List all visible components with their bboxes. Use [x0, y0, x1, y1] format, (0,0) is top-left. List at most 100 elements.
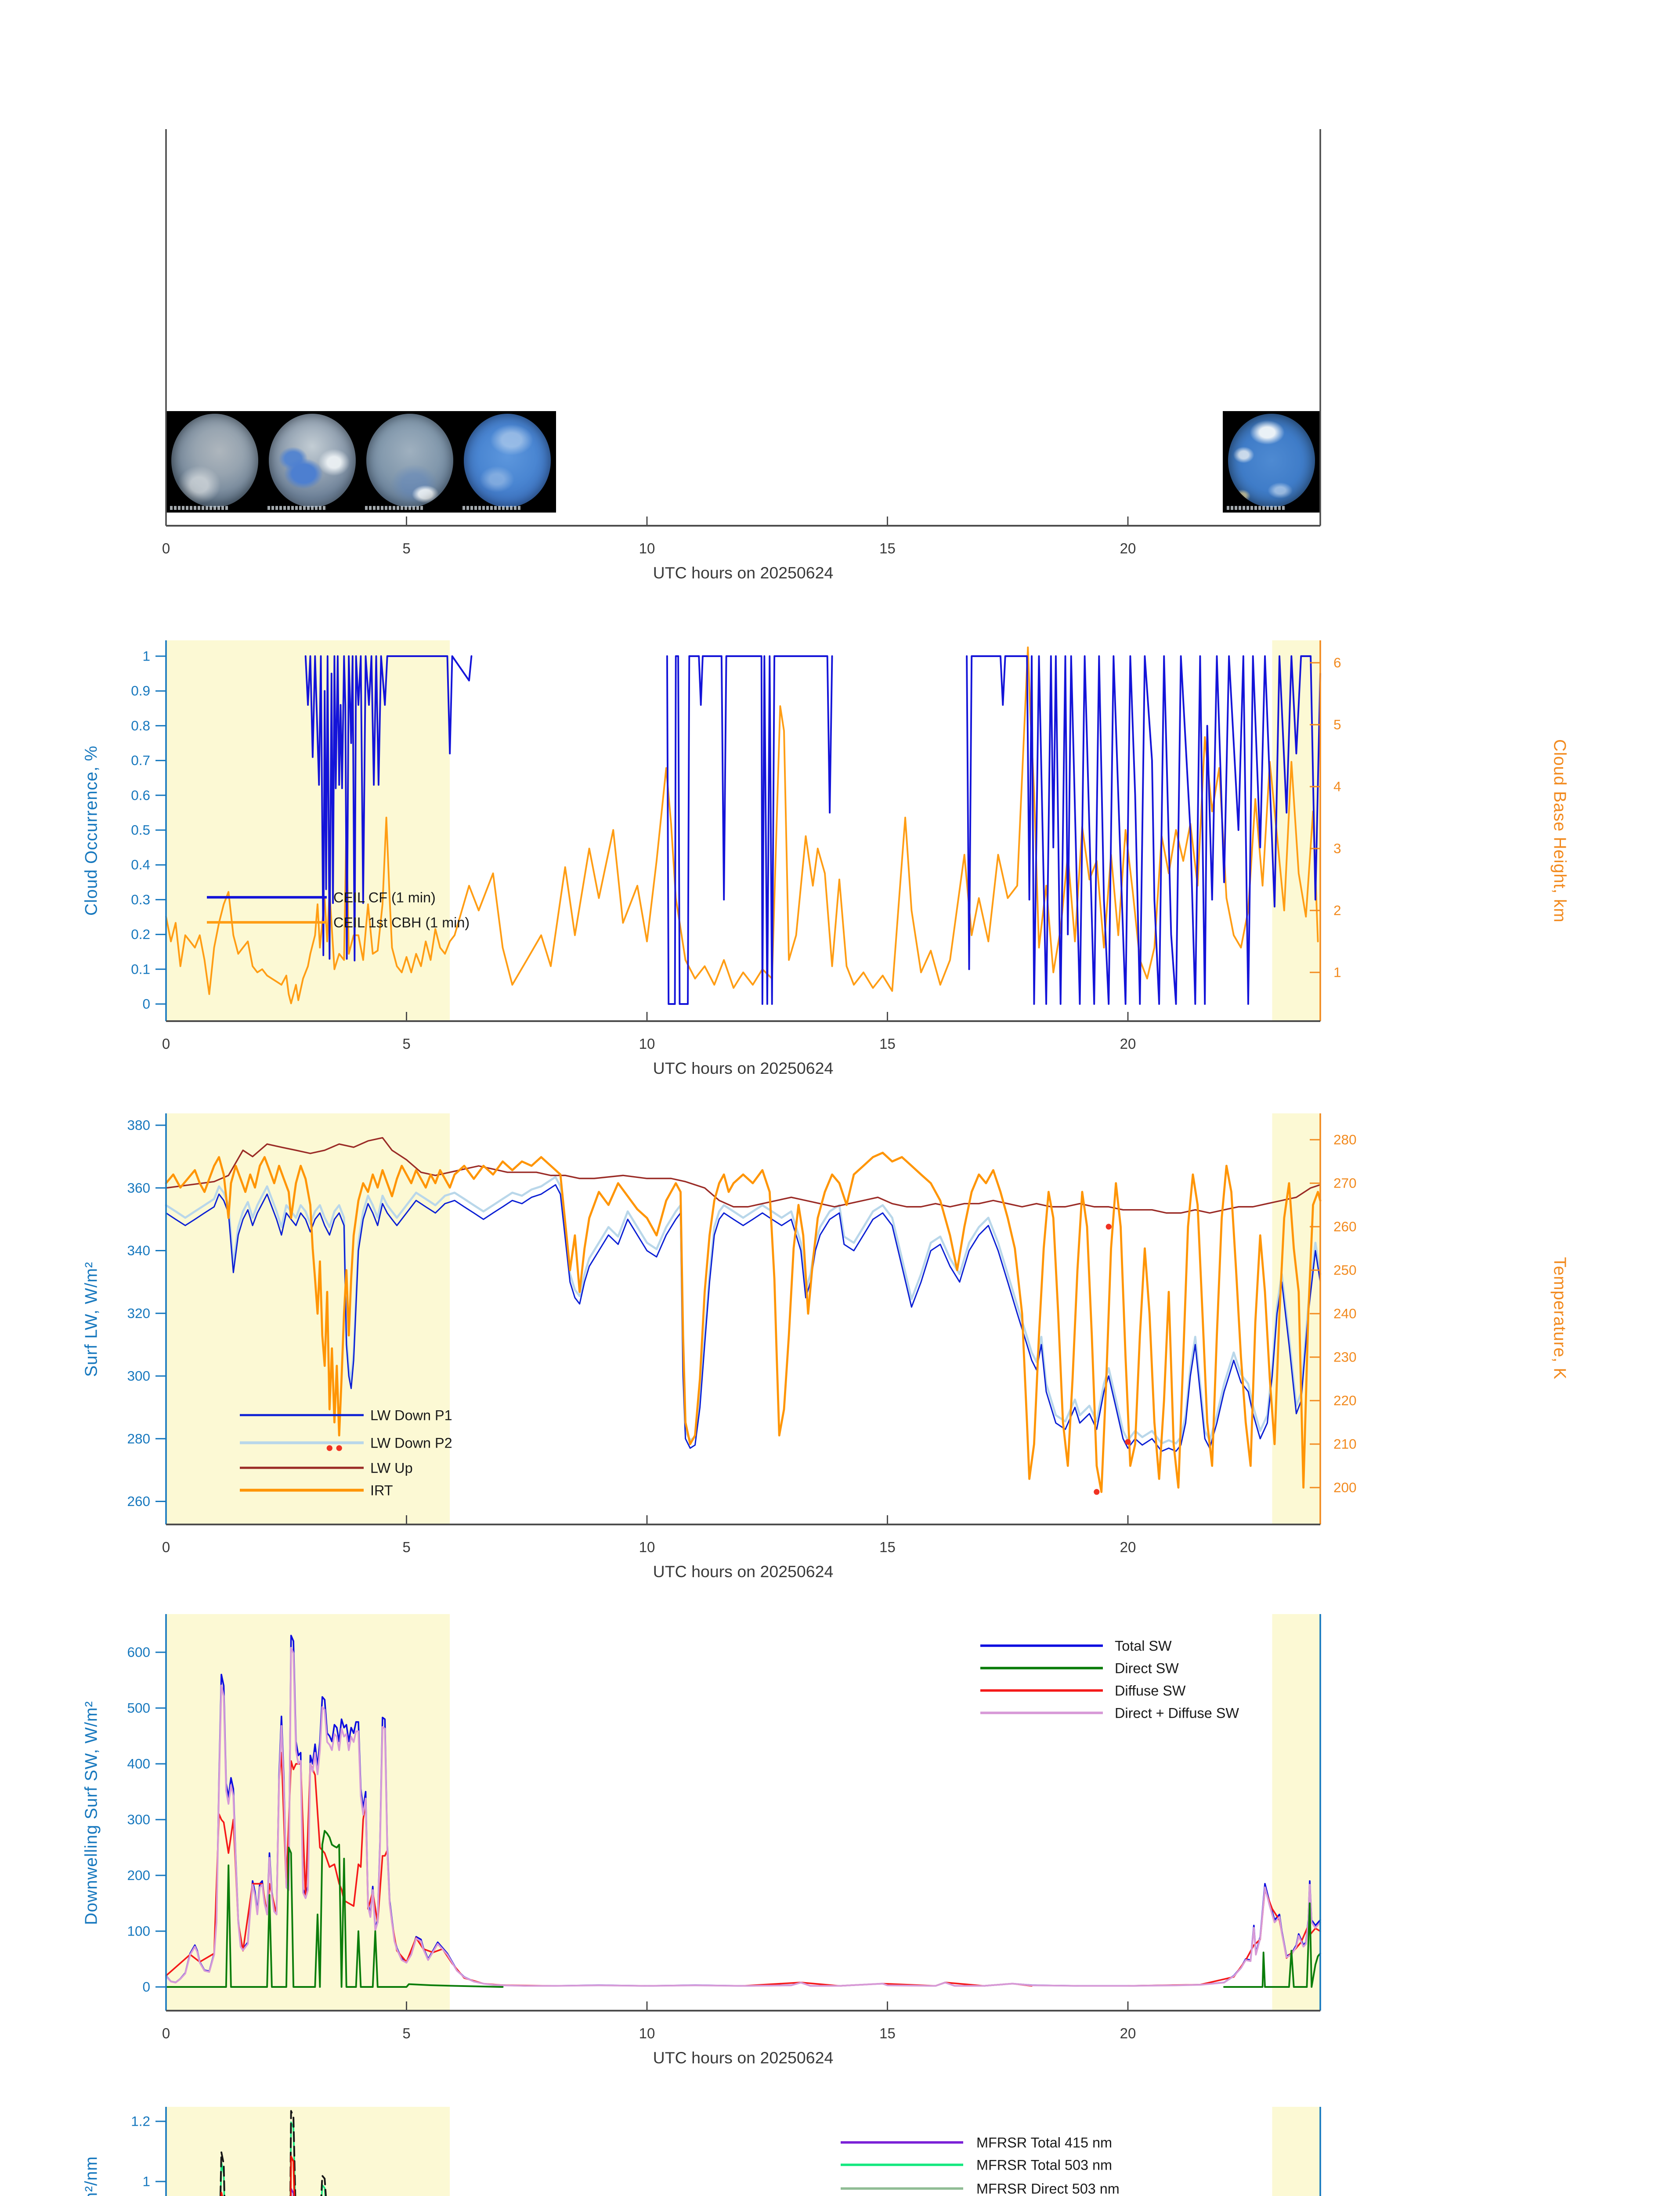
xlabel-panel-4: UTC hours on 20250624	[653, 2049, 834, 2067]
tick-label: 20	[1120, 1036, 1136, 1052]
ylabel-downwelling-sw: Downwelling Surf SW, W/m²	[81, 1700, 101, 1925]
fisheye-sky-photo	[366, 414, 453, 507]
tick-label: 380	[127, 1117, 150, 1133]
tick-label: 20	[1120, 1539, 1136, 1555]
tick-label: 400	[127, 1756, 150, 1772]
tick-label: 0.5	[131, 822, 150, 838]
tick-label: 0.9	[131, 683, 150, 699]
ylabel-cloud-occurrence: Cloud Occurrence, %	[81, 745, 101, 916]
tick-label: Diffuse SW	[1115, 1683, 1186, 1698]
tick-label: 10	[639, 2025, 655, 2041]
tick-label: IRT	[370, 1482, 393, 1498]
tick-label: 6	[1333, 655, 1341, 671]
tick-label: 100	[127, 1923, 150, 1939]
tick-label: 15	[879, 1036, 896, 1052]
tick-label: 0	[162, 1539, 170, 1555]
data-line	[165, 1647, 1321, 1987]
sky-image-2	[264, 411, 361, 513]
fisheye-sky-photo	[171, 414, 258, 507]
data-line	[666, 655, 833, 1005]
sky-image-3	[361, 411, 459, 513]
tick-label: 220	[1333, 1393, 1357, 1409]
tick-label: Direct SW	[1115, 1660, 1179, 1676]
tick-label: MFRSR Total 503 nm	[976, 2157, 1112, 2173]
data-line	[165, 1830, 504, 1988]
tick-label: 0.4	[131, 857, 150, 873]
tick-label: 10	[639, 1539, 655, 1555]
tick-label: 300	[127, 1812, 150, 1828]
image-timestamp	[170, 506, 228, 510]
tick-label: 5	[402, 1539, 410, 1555]
tick-label: 200	[1333, 1480, 1357, 1495]
tick-label: 500	[127, 1700, 150, 1716]
tick-label: 0	[162, 540, 170, 556]
data-line	[165, 1184, 1321, 1452]
tick-label: 240	[1333, 1306, 1357, 1322]
flag-dot-marker	[336, 1445, 342, 1451]
ylabel-surf-lw: Surf LW, W/m²	[81, 1261, 101, 1377]
ylabel-temperature: Temperature, K	[1550, 1257, 1570, 1380]
tick-label: 0	[162, 1036, 170, 1052]
fisheye-sky-photo	[269, 414, 356, 507]
tick-label: 5	[402, 1036, 410, 1052]
shading-band-right	[1272, 1614, 1320, 2011]
data-line	[165, 646, 1319, 1004]
tick-label: CEIL 1st CBH (1 min)	[333, 914, 470, 930]
image-timestamp	[1227, 506, 1285, 510]
tick-label: 0	[162, 2025, 170, 2041]
data-line	[165, 1752, 552, 1987]
tick-label: 4	[1333, 779, 1341, 795]
tick-label: 260	[127, 1493, 150, 1509]
legend: LW Down P1 LW Down P2 LW Up IRT	[240, 1407, 452, 1498]
tick-label: 5	[402, 540, 410, 556]
tick-label: 0.7	[131, 752, 150, 768]
data-line	[165, 1152, 1322, 1493]
flag-dot-marker	[1094, 1489, 1100, 1495]
tick-label: 0.1	[131, 961, 150, 977]
data-line	[1223, 1902, 1321, 1988]
tick-label: 20	[1120, 540, 1136, 556]
tick-label: 280	[127, 1430, 150, 1446]
tick-label: 230	[1333, 1349, 1357, 1365]
data-line	[966, 655, 1321, 1005]
tick-label: 0.6	[131, 787, 150, 803]
flag-dot-marker	[326, 1445, 332, 1451]
tick-label: 0	[142, 1979, 150, 1995]
flag-dot-marker	[1106, 1224, 1112, 1230]
tick-label: 10	[639, 540, 655, 556]
tick-label: 320	[127, 1305, 150, 1321]
xlabel-panel-3: UTC hours on 20250624	[653, 1563, 834, 1581]
tick-label: 360	[127, 1180, 150, 1196]
legend: Total SW Direct SW Diffuse SW Direct + Diff…	[980, 1638, 1239, 1721]
tick-label: 340	[127, 1242, 150, 1258]
tick-label: 300	[127, 1368, 150, 1384]
panel-sky-images: 0 5 10 15 20	[162, 129, 1321, 556]
tick-label: 3	[1333, 841, 1341, 856]
tick-label: 15	[879, 540, 896, 556]
sky-image-1	[166, 411, 264, 513]
tick-label: 0	[142, 996, 150, 1012]
tick-label: 210	[1333, 1436, 1357, 1452]
tick-label: 270	[1333, 1175, 1357, 1191]
tick-label: 1.2	[131, 2113, 150, 2129]
tick-label: Direct + Diffuse SW	[1115, 1705, 1239, 1721]
tick-label: 10	[639, 1036, 655, 1052]
ylabel-narrowband: Downwelling Narrowband, W/m²/nm	[79, 2082, 103, 2196]
tick-label: MFRSR Direct 503 nm	[976, 2181, 1120, 2196]
tick-label: 2	[1333, 903, 1341, 918]
sky-image-4	[459, 411, 556, 513]
tick-label: MFRSR Total 415 nm	[976, 2135, 1112, 2150]
tick-label: 600	[127, 1644, 150, 1660]
fisheye-sky-photo	[464, 414, 551, 507]
legend: CEIL CF (1 min) CEIL 1st CBH (1 min)	[207, 889, 470, 930]
tick-label: Total SW	[1115, 1638, 1172, 1654]
panel-ceilometer: 0 5 10 15 20 0 0.1 0.2 0.3 0.4 0.5 0.6 0.7 0.8 0.9 1 1 2 3…	[131, 640, 1341, 1052]
sky-image-5	[1223, 411, 1320, 513]
tick-label: 5	[402, 2025, 410, 2041]
shading-band-right	[1272, 2107, 1320, 2196]
xlabel-panel-1: UTC hours on 20250624	[653, 564, 834, 582]
tick-label: 20	[1120, 2025, 1136, 2041]
tick-label: 260	[1333, 1219, 1357, 1235]
